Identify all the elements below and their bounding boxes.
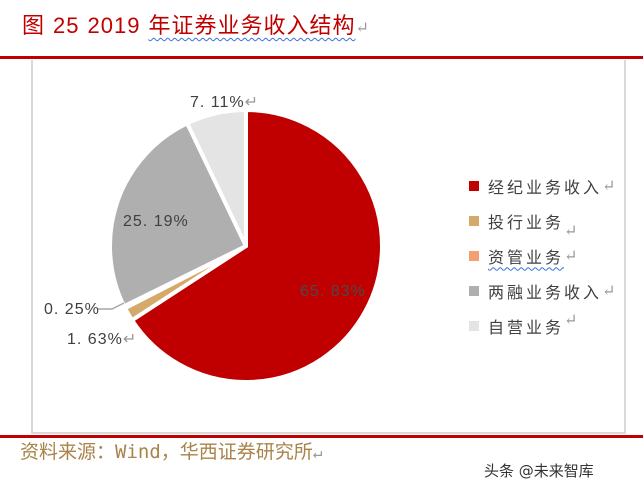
watermark: 头条 @未来智库 bbox=[484, 462, 594, 480]
top-divider bbox=[0, 56, 643, 59]
pie-slice bbox=[185, 108, 248, 248]
legend-swatch bbox=[469, 180, 479, 191]
figure-title: 图 25 2019 年证券业务收入结构↵ bbox=[22, 8, 370, 40]
legend-swatch bbox=[469, 285, 479, 296]
chart-frame bbox=[31, 60, 626, 434]
legend-item-prop: 自营业务 ↵ bbox=[469, 308, 618, 343]
pie-slice bbox=[108, 121, 248, 309]
leader-line bbox=[97, 302, 125, 310]
pie-slices bbox=[108, 108, 385, 384]
figure-year: 2019 bbox=[87, 13, 141, 38]
legend: 经纪业务收入 ↵ 投行业务 ↵ 资管业务 ↵ 两融业务收入 ↵ 自营业务 ↵ bbox=[469, 168, 618, 343]
legend-swatch bbox=[469, 250, 479, 261]
label-prop: 7. 11%↵ bbox=[190, 94, 260, 111]
label-brokerage: 65. 83% bbox=[300, 283, 366, 300]
legend-item-margin: 两融业务收入 ↵ bbox=[469, 273, 618, 308]
figure-title-text: 年证券业务收入结构 bbox=[148, 14, 356, 39]
legend-item-ib: 投行业务 ↵ bbox=[469, 203, 618, 240]
label-ib: 1. 63%↵ bbox=[67, 331, 138, 348]
bottom-divider bbox=[0, 435, 643, 438]
return-mark-icon: ↵ bbox=[355, 18, 370, 37]
figure-prefix: 图 bbox=[22, 14, 46, 39]
label-am: 0. 25% bbox=[44, 301, 100, 318]
legend-swatch bbox=[469, 320, 479, 331]
legend-item-am: 资管业务 ↵ bbox=[469, 238, 618, 273]
pie-slice bbox=[129, 108, 385, 384]
label-margin: 25. 19% bbox=[123, 213, 189, 230]
legend-item-brokerage: 经纪业务收入 ↵ bbox=[469, 168, 618, 203]
source-note: 资料来源：Wind，华西证券研究所↵ bbox=[20, 441, 323, 463]
legend-swatch bbox=[469, 215, 479, 226]
figure-number: 25 bbox=[53, 13, 80, 38]
